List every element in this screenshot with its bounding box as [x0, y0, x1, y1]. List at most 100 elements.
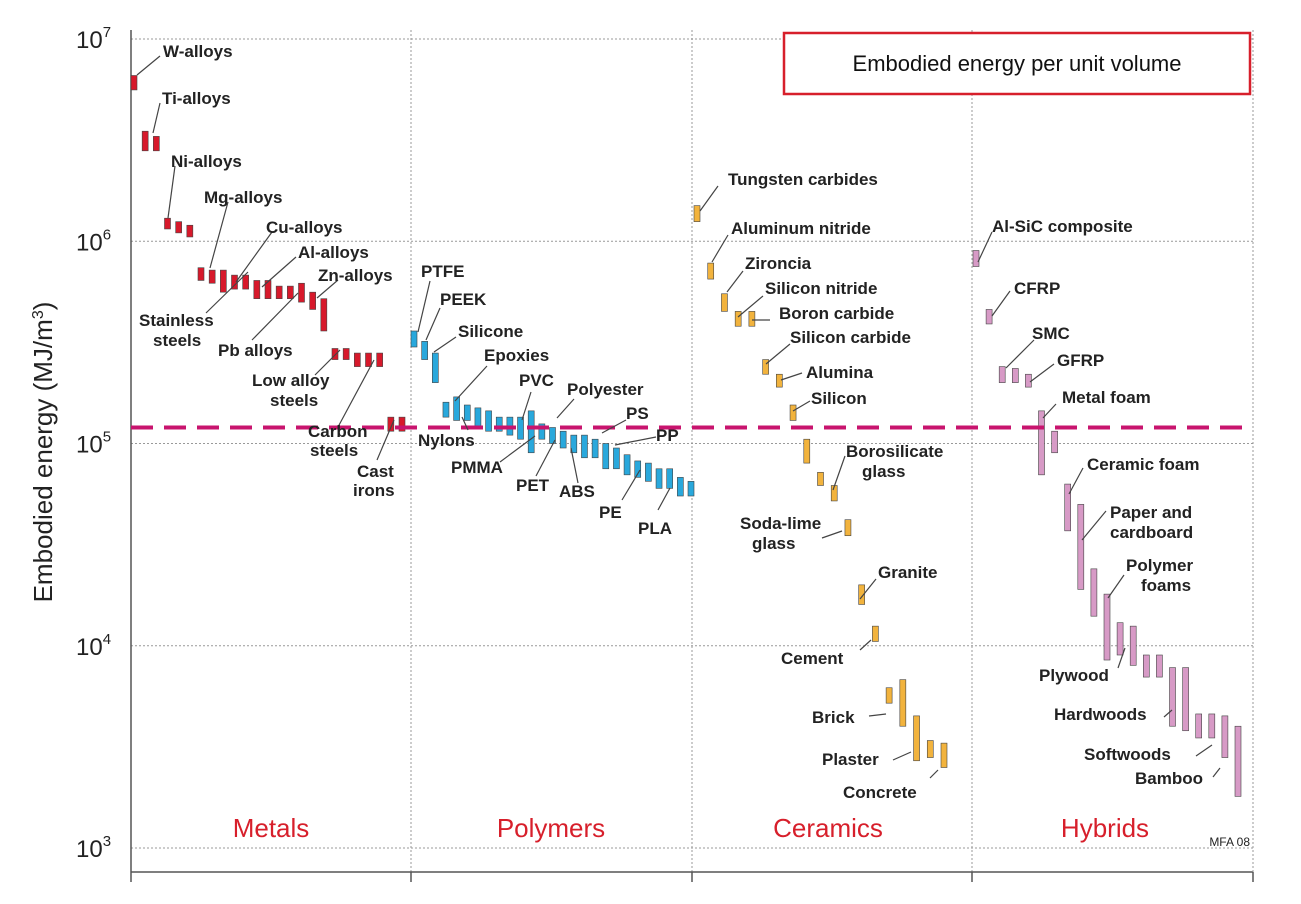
bar-ceramics — [721, 293, 728, 312]
label-low-alloy-steels: steels — [270, 391, 318, 410]
label-cast: Cast — [357, 462, 394, 481]
y-tick-label: 105 — [76, 429, 111, 459]
label-pvc: PVC — [519, 371, 554, 390]
label-polymer-foams: foams — [1141, 576, 1191, 595]
bar-ceramics — [789, 404, 797, 421]
bar-ceramics — [762, 359, 769, 375]
bar-ceramics — [858, 584, 865, 605]
bar-hybrids — [1169, 667, 1176, 727]
bar-polymers — [485, 410, 492, 432]
label-cast-irons: irons — [353, 481, 395, 500]
label-ceramic-foam: Ceramic foam — [1087, 455, 1199, 474]
label-silicon: Silicon — [811, 389, 867, 408]
bar-hybrids — [1208, 713, 1216, 739]
label-cfrp: CFRP — [1014, 279, 1060, 298]
label-hardwoods: Hardwoods — [1054, 705, 1147, 724]
bar-ceramics — [817, 472, 824, 486]
bar-polymers — [527, 410, 535, 454]
bar-metals — [220, 269, 227, 293]
label-ni-alloys: Ni-alloys — [171, 152, 242, 171]
bar-metals — [331, 348, 339, 360]
y-axis-label: Embodied energy (MJ/m3) — [28, 302, 58, 603]
label-plaster: Plaster — [822, 750, 879, 769]
label-mg-alloys: Mg-alloys — [204, 188, 282, 207]
annotations: W-alloys Ti-alloys Ni-alloys Mg-alloys C… — [139, 42, 1203, 802]
label-silicon-nitride: Silicon nitride — [765, 279, 877, 298]
bar-polymers — [570, 434, 578, 454]
label-pet: PET — [516, 476, 550, 495]
label-cu-alloys: Cu-alloys — [266, 218, 343, 237]
bar-hybrids — [1025, 373, 1032, 388]
bar-metals — [320, 298, 328, 332]
bar-hybrids — [1234, 725, 1242, 797]
label-nylons: Nylons — [418, 431, 475, 450]
label-tungsten-carbides: Tungsten carbides — [728, 170, 878, 189]
label-w-alloys: W-alloys — [163, 42, 233, 61]
label-gfrp: GFRP — [1057, 351, 1104, 370]
bar-metals — [376, 352, 383, 367]
bar-ceramics — [844, 519, 852, 537]
family-label-hybrids: Hybrids — [1061, 813, 1149, 843]
label-pb-alloys: Pb alloys — [218, 341, 293, 360]
label-abs: ABS — [559, 482, 595, 501]
bar-hybrids — [1103, 593, 1111, 661]
bar-ceramics — [885, 687, 893, 704]
label-paper-and: Paper and — [1110, 503, 1192, 522]
bar-metals — [264, 280, 272, 299]
label-borosilicate: Borosilicate — [846, 442, 943, 461]
bar-polymers — [634, 460, 642, 478]
label-pe: PE — [599, 503, 622, 522]
bar-polymers — [645, 462, 652, 482]
bar-polymers — [421, 341, 428, 360]
label-carbon: Carbon — [308, 422, 368, 441]
bar-ceramics — [803, 438, 811, 464]
bar-metals — [253, 280, 261, 299]
label-polyester: Polyester — [567, 380, 644, 399]
label-borosilicate-glass: glass — [862, 462, 905, 481]
label-epoxies: Epoxies — [484, 346, 549, 365]
bar-metals — [275, 285, 283, 299]
label-stainless: Stainless — [139, 311, 214, 330]
bar-polymers — [655, 468, 663, 489]
bar-polymers — [442, 401, 450, 418]
label-softwoods: Softwoods — [1084, 745, 1171, 764]
bar-metals — [208, 269, 216, 284]
label-granite: Granite — [878, 563, 938, 582]
label-boron-carbide: Boron carbide — [779, 304, 894, 323]
bar-hybrids — [1116, 622, 1124, 656]
bar-hybrids — [1077, 504, 1085, 590]
label-pp: PP — [656, 426, 679, 445]
bar-polymers — [677, 477, 684, 497]
label-pmma: PMMA — [451, 458, 503, 477]
bar-ceramics — [940, 742, 948, 768]
label-zironcia: Zironcia — [745, 254, 812, 273]
label-peek: PEEK — [440, 290, 487, 309]
label-carbon-steels: steels — [310, 441, 358, 460]
label-metal-foam: Metal foam — [1062, 388, 1151, 407]
label-ti-alloys: Ti-alloys — [162, 89, 231, 108]
bar-metals — [342, 348, 350, 360]
family-label-ceramics: Ceramics — [773, 813, 883, 843]
bars-layer — [130, 75, 1242, 797]
bar-hybrids — [1195, 713, 1202, 739]
bar-polymers — [410, 330, 418, 348]
bar-polymers — [613, 447, 620, 470]
bar-hybrids — [998, 366, 1006, 383]
bar-polymers — [463, 404, 471, 421]
bar-metals — [287, 285, 294, 299]
bar-polymers — [623, 454, 631, 476]
bar-metals — [242, 274, 249, 290]
label-smc: SMC — [1032, 324, 1070, 343]
y-tick-label: 106 — [76, 226, 111, 256]
bar-metals — [175, 221, 182, 234]
label-polymer: Polymer — [1126, 556, 1193, 575]
label-cement: Cement — [781, 649, 844, 668]
bar-ceramics — [748, 311, 756, 327]
bar-ceramics — [693, 205, 701, 222]
label-plywood: Plywood — [1039, 666, 1109, 685]
bar-hybrids — [1038, 410, 1045, 476]
label-low-alloy: Low alloy — [252, 371, 330, 390]
bar-metals — [387, 416, 395, 432]
label-alumina: Alumina — [806, 363, 874, 382]
label-bamboo: Bamboo — [1135, 769, 1203, 788]
